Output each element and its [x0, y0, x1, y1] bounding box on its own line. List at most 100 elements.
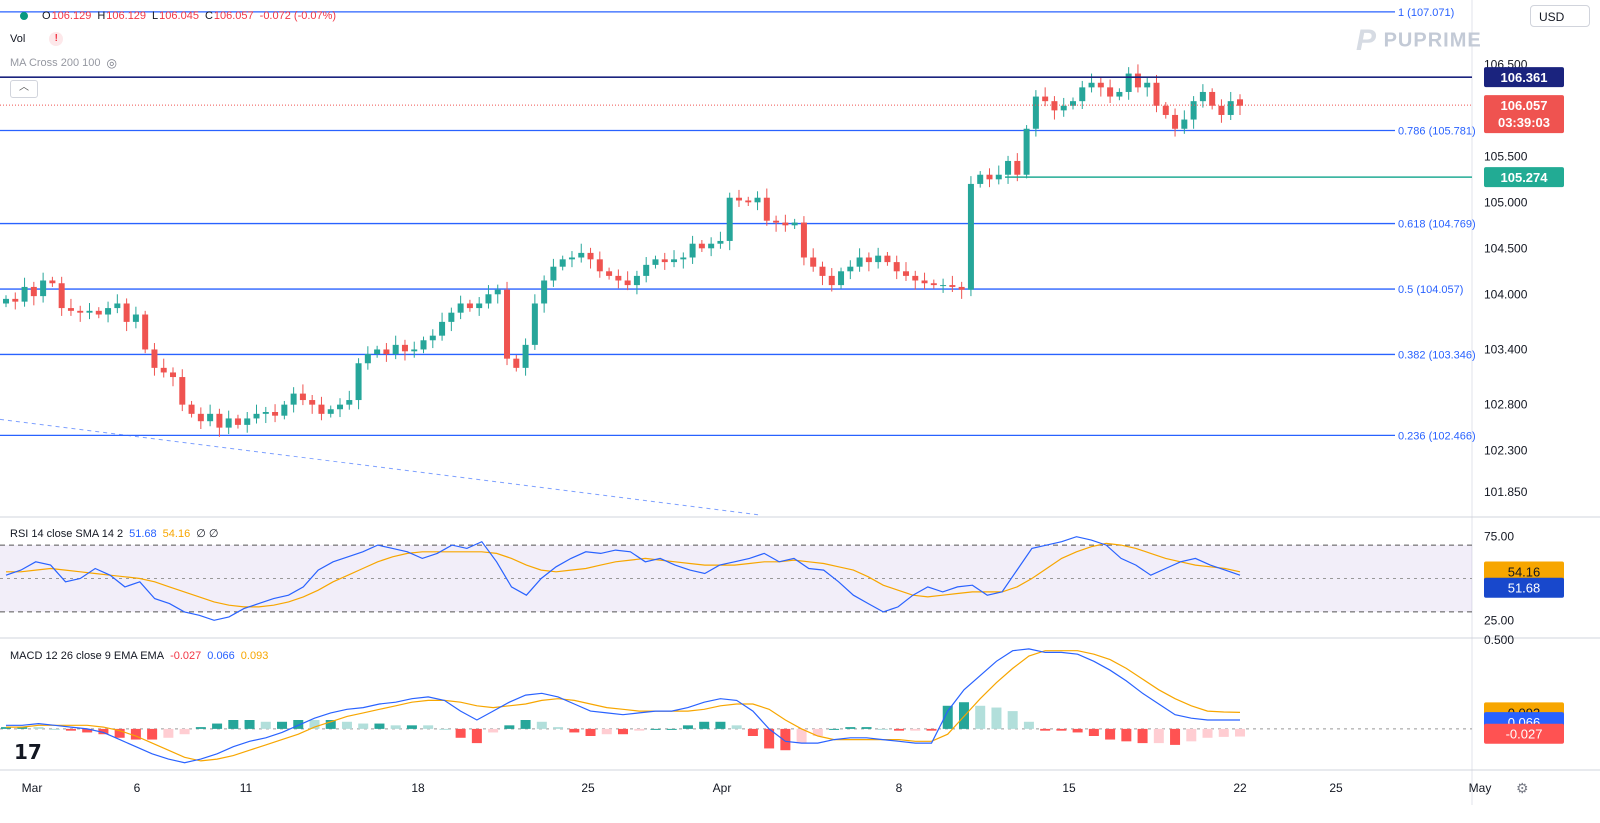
candle-body [327, 409, 334, 414]
candle-body [615, 275, 622, 281]
candle-body [346, 400, 353, 405]
macd-histogram-bar [747, 728, 758, 736]
collapse-legend-button[interactable]: ︿ [10, 80, 38, 98]
macd-histogram-bar [764, 728, 775, 749]
macd-histogram-bar [390, 725, 401, 729]
macd-histogram-bar [520, 720, 531, 729]
macd-histogram-bar [65, 728, 76, 731]
macd-histogram-bar [504, 725, 515, 729]
time-tick-label: Apr [713, 781, 732, 795]
macd-histogram-bar [277, 721, 288, 729]
macd-hist-value: -0.027 [170, 650, 202, 662]
candle-body [253, 413, 260, 419]
c-value: 106.057 [213, 10, 254, 22]
candle-body [95, 310, 102, 315]
last-price-tag [1484, 95, 1564, 134]
rsi-legend: RSI 14 close SMA 14 2 51.68 54.16 ∅ ∅ [6, 527, 218, 541]
candle-body [299, 393, 306, 401]
candle-body [940, 285, 947, 287]
candle-body [429, 335, 436, 341]
candle-body [643, 264, 650, 276]
macd-histogram-bar [812, 728, 823, 736]
rsi-sma-tag [1484, 561, 1564, 582]
candle-body [1134, 73, 1141, 88]
macd-histogram-bar [1121, 728, 1132, 742]
candle-body [67, 308, 74, 311]
candle-body [504, 289, 511, 359]
fib-level-label: 0.236 (102.466) [1398, 430, 1476, 442]
candle-body [1088, 82, 1095, 88]
ohlc-legend: O 106.129 H 106.129 L 106.045 C 106.057 -0.0… [6, 10, 336, 22]
o-label: O [42, 10, 51, 22]
macd-histogram-bar [780, 728, 791, 751]
candle-body [949, 285, 956, 287]
hidden-eye-icon[interactable]: ◎ [106, 56, 117, 70]
macd-histogram-bar [1186, 728, 1197, 742]
macd-histogram-bar [82, 728, 93, 733]
candle-body [810, 257, 817, 267]
rsi-value: 51.68 [129, 527, 157, 540]
candle-body [726, 197, 733, 241]
macd-histogram-bar [682, 725, 693, 729]
candle-body [819, 266, 826, 276]
candle-body [364, 354, 371, 364]
macd-histogram-bar [1040, 728, 1051, 731]
macd-histogram-bar [423, 725, 434, 729]
candle-body [411, 349, 418, 352]
macd-histogram-bar [1, 727, 11, 729]
fib-level-label: 0.618 (104.769) [1398, 219, 1476, 231]
macd-histogram-bar [439, 728, 450, 730]
macd-histogram-bar [569, 728, 580, 733]
tradingview-logo[interactable]: 𝟭𝟳 [14, 740, 42, 764]
fib-level-label: 0.382 (103.346) [1398, 349, 1476, 361]
macd-histogram-bar [1056, 728, 1067, 731]
macd-histogram-bar [715, 721, 726, 729]
candle-body [513, 358, 520, 368]
macd-histogram-bar [829, 728, 840, 730]
candle-body [1107, 87, 1114, 97]
candle-body [606, 271, 613, 276]
candle-body [1199, 91, 1206, 102]
macd-line [6, 648, 1240, 764]
candle-body [717, 240, 724, 244]
candle-body [234, 418, 241, 425]
macd-histogram-bar [536, 721, 547, 729]
candle-body [21, 286, 28, 302]
macd-histogram-bar [98, 728, 109, 735]
settings-icon[interactable]: ⚙ [1516, 780, 1529, 796]
price-tick-label: 103.400 [1484, 342, 1528, 356]
candle-body [587, 252, 594, 260]
candle-body [476, 303, 483, 309]
candle-body [624, 280, 631, 286]
candle-body [1153, 82, 1160, 106]
candle-body [188, 404, 195, 414]
candle-body [49, 280, 56, 284]
time-tick-label: 6 [134, 781, 141, 795]
candle-body [1144, 82, 1151, 88]
vol-legend[interactable]: Vol ! [6, 32, 64, 46]
macd-histogram-bar [845, 727, 856, 729]
ma-cross-legend[interactable]: MA Cross 200 100 ◎ [6, 56, 117, 70]
macd-histogram-bar [926, 728, 937, 731]
macd-histogram-bar [1137, 728, 1148, 744]
candle-body [262, 412, 269, 414]
candle-body [782, 222, 789, 226]
candle-body [207, 413, 214, 422]
macd-histogram-bar [910, 728, 921, 731]
macd-histogram-bar [1105, 728, 1116, 740]
candle-body [531, 303, 538, 345]
logo-mark: P [1356, 24, 1378, 57]
candle-body [995, 174, 1002, 180]
macd-histogram-bar [341, 721, 352, 729]
currency-selector[interactable]: USD [1530, 5, 1590, 27]
macd-tick-label: 0.500 [1484, 633, 1514, 647]
macd-value: 0.066 [207, 650, 235, 662]
time-tick-label: 25 [1329, 781, 1343, 795]
candle-body [86, 310, 93, 313]
time-tick-label: 15 [1062, 781, 1076, 795]
warning-icon[interactable]: ! [49, 32, 64, 46]
rsi-sma-line [6, 542, 1241, 608]
symbol-dot [20, 12, 28, 20]
macd-histogram-bar [260, 721, 271, 729]
